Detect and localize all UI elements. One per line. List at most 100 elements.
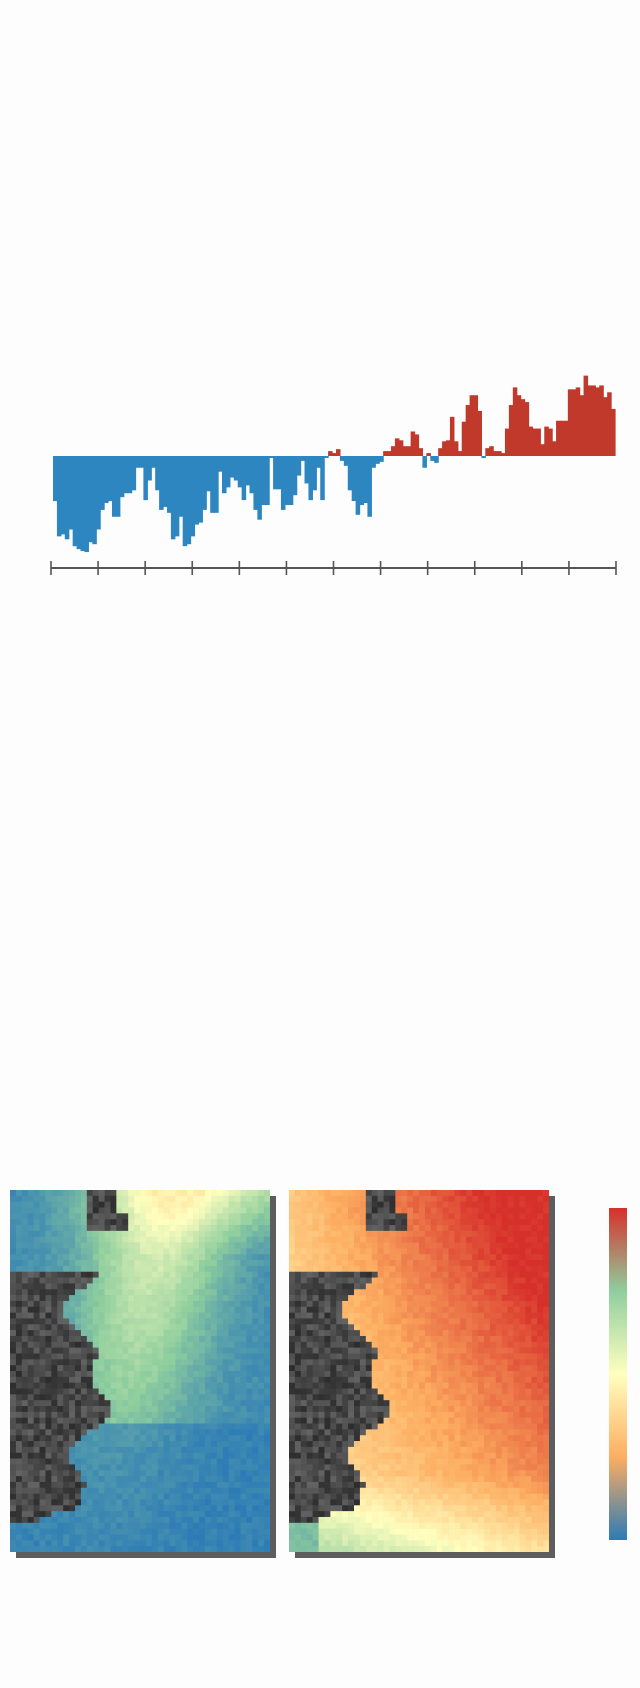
map-cell	[377, 1400, 384, 1407]
map-cell	[57, 1446, 64, 1454]
map-cell	[401, 1435, 408, 1442]
map-cell	[110, 1388, 117, 1395]
map-cell	[75, 1283, 82, 1290]
map-cell	[513, 1376, 520, 1383]
map-cell	[15, 1190, 23, 1197]
map-cell	[39, 1242, 46, 1249]
map-cell	[134, 1406, 141, 1413]
map-cell	[92, 1330, 99, 1337]
map-cell	[163, 1335, 170, 1343]
map-cell	[45, 1452, 52, 1459]
map-cell	[10, 1499, 17, 1506]
bar	[485, 448, 490, 456]
map-cell	[151, 1318, 159, 1325]
map-cell	[413, 1441, 420, 1448]
map-cell	[27, 1236, 34, 1243]
map-cell	[264, 1300, 270, 1308]
map-cell	[365, 1353, 373, 1360]
map-cell	[383, 1400, 390, 1407]
map-cell	[33, 1347, 40, 1354]
map-cell	[484, 1371, 491, 1378]
map-cell	[365, 1324, 373, 1331]
map-cell	[371, 1417, 378, 1424]
map-cell	[484, 1295, 491, 1302]
map-cell	[63, 1330, 70, 1337]
map-cell	[419, 1207, 426, 1214]
bar	[465, 405, 471, 456]
map-cell	[289, 1441, 296, 1448]
map-cell	[21, 1236, 29, 1243]
map-cell	[63, 1516, 70, 1524]
map-cell	[419, 1195, 426, 1202]
map-cell	[537, 1330, 544, 1337]
map-cell	[501, 1219, 508, 1226]
map-cell	[424, 1464, 432, 1471]
map-cell	[104, 1190, 111, 1197]
map-cell	[246, 1306, 253, 1313]
map-cell	[110, 1347, 117, 1354]
map-cell	[348, 1248, 355, 1255]
map-cell	[383, 1411, 390, 1419]
map-cell	[466, 1376, 473, 1383]
map-cell	[359, 1382, 367, 1389]
map-cell	[69, 1277, 76, 1284]
map-cell	[312, 1341, 319, 1348]
map-cell	[413, 1312, 420, 1319]
map-cell	[187, 1411, 194, 1419]
map-cell	[140, 1225, 147, 1232]
map-cell	[205, 1452, 212, 1459]
map-cell	[86, 1499, 94, 1506]
map-cell	[246, 1201, 253, 1208]
map-cell	[128, 1534, 135, 1541]
map-cell	[57, 1190, 64, 1197]
map-cell	[63, 1546, 70, 1552]
map-cell	[210, 1318, 218, 1325]
map-cell	[98, 1195, 105, 1202]
map-cell	[354, 1388, 361, 1395]
map-cell	[157, 1254, 164, 1261]
map-cell	[289, 1271, 296, 1278]
map-cell	[424, 1452, 432, 1459]
map-cell	[39, 1446, 46, 1454]
map-cell	[145, 1487, 153, 1494]
map-cell	[15, 1406, 23, 1413]
map-cell	[513, 1423, 520, 1430]
map-cell	[495, 1464, 503, 1471]
map-cell	[354, 1289, 361, 1296]
map-cell	[419, 1458, 426, 1465]
map-cell	[21, 1318, 29, 1325]
map-cell	[348, 1283, 355, 1290]
map-cell	[484, 1265, 491, 1273]
map-cell	[228, 1464, 235, 1471]
map-cell	[234, 1493, 241, 1500]
map-cell	[472, 1341, 479, 1348]
map-cell	[359, 1201, 367, 1208]
map-cell	[354, 1190, 361, 1197]
map-cell	[116, 1324, 123, 1331]
map-cell	[448, 1289, 455, 1296]
map-cell	[122, 1470, 129, 1477]
map-cell	[210, 1359, 218, 1366]
map-cell	[199, 1406, 206, 1413]
map-cell	[234, 1225, 241, 1232]
map-cell	[442, 1324, 449, 1331]
map-cell	[413, 1452, 420, 1459]
map-cell	[472, 1435, 479, 1442]
map-cell	[216, 1312, 224, 1319]
map-cell	[234, 1300, 241, 1308]
map-cell	[252, 1429, 259, 1436]
map-cell	[348, 1382, 355, 1389]
map-cell	[389, 1330, 396, 1337]
map-cell	[86, 1516, 94, 1524]
map-cell	[448, 1458, 455, 1465]
map-cell	[75, 1242, 82, 1249]
map-cell	[442, 1242, 449, 1249]
map-cell	[134, 1493, 141, 1500]
map-cell	[210, 1476, 218, 1483]
map-cell	[210, 1341, 218, 1348]
map-cell	[365, 1295, 373, 1302]
map-cell	[21, 1476, 29, 1483]
map-cell	[466, 1435, 473, 1442]
map-cell	[413, 1289, 420, 1296]
map-cell	[495, 1195, 503, 1202]
